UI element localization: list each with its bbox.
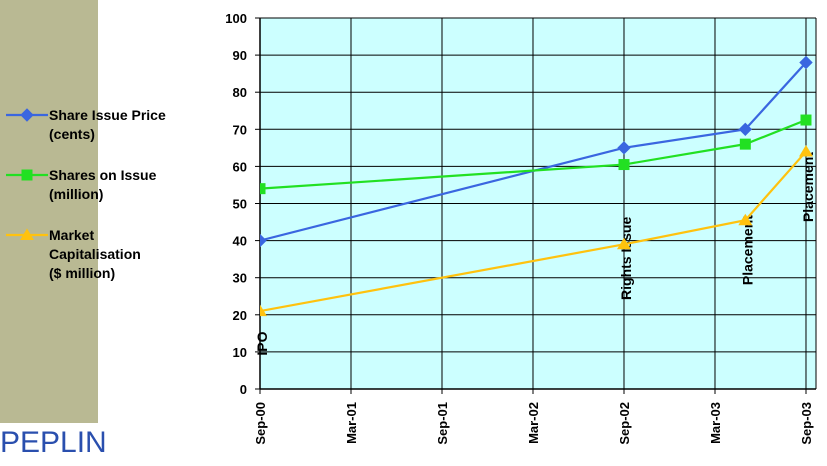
chart-annotation: IPO [254,331,270,355]
x-tick-label: Sep-00 [253,402,268,445]
x-tick-label: Sep-03 [799,402,814,445]
legend-item: Shares on Issue (million) [0,164,210,224]
data-point [617,141,631,155]
sidebar-band [0,0,98,423]
data-point [618,159,630,171]
legend-item: Market Capitalisation ($ million) [0,224,210,314]
data-point [799,55,813,70]
series-group [260,55,813,317]
data-point [739,138,751,150]
data-point [616,237,631,250]
legend-label: Market Capitalisation ($ million) [49,227,141,281]
data-point [738,122,753,137]
legend-label: Share Issue Price (cents) [49,107,166,142]
series-line-2 [260,150,807,313]
y-tick-label: 100 [225,11,247,26]
data-point [260,233,267,248]
legend-label: Shares on Issue (million) [49,167,157,202]
chart-annotation: Placement [739,215,755,285]
series-line-0 [260,61,807,242]
y-tick-label: 30 [233,271,247,286]
legend-marker [20,108,34,122]
y-tick-label: 70 [233,122,247,137]
y-tick-label: 10 [233,345,247,360]
data-point [798,145,813,157]
y-tick-label: 40 [233,234,247,249]
y-tick-label: 50 [233,197,247,212]
legend-marker [21,169,33,181]
y-tick-label: 60 [233,159,247,174]
x-tick-label: Sep-01 [435,402,450,445]
series-line-1 [260,119,807,190]
legend-marker [20,228,34,240]
legend-item: Share Issue Price (cents) [0,104,210,164]
y-tick-label: 0 [240,382,247,397]
x-tick-label: Sep-02 [617,402,632,445]
data-point [260,183,266,195]
data-point [800,114,812,126]
data-point [260,304,267,317]
chart-annotation: Placement [800,152,816,222]
x-tick-label: Mar-03 [708,402,723,444]
chart-annotation: Rights Issue [618,217,634,300]
y-tick-label: 80 [233,85,247,100]
legend-key [6,169,48,181]
x-tick-label: Mar-01 [344,402,359,444]
x-tick-label: Mar-02 [526,402,541,444]
legend-key [6,228,48,240]
legend-key [6,108,48,122]
chart-legend: Share Issue Price (cents) Shares on Issue… [0,104,210,314]
y-tick-label: 20 [233,308,247,323]
y-tick-label: 90 [233,48,247,63]
brand-logo: PEPLIN [0,426,107,459]
data-point [738,213,753,226]
